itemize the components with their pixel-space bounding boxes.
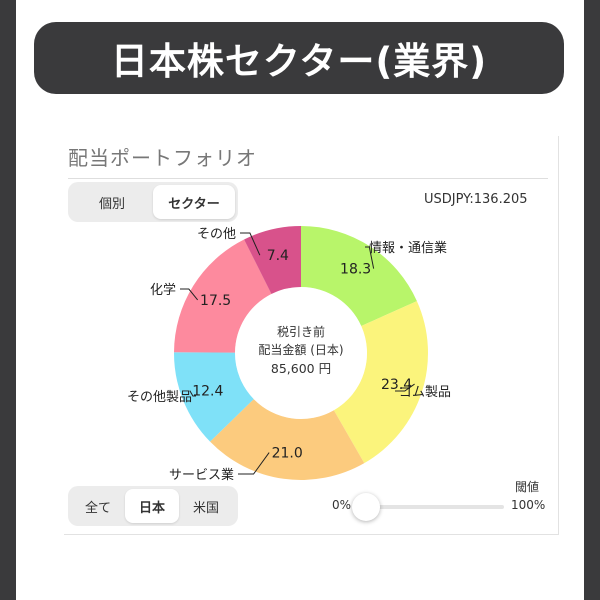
- slice-value-other-products: 12.4: [192, 384, 223, 400]
- leader-line-other: [240, 232, 261, 256]
- slice-other[interactable]: [244, 226, 301, 295]
- threshold-slider[interactable]: [352, 493, 504, 521]
- view-segmented-control: 個別 セクター: [68, 182, 238, 222]
- slice-services[interactable]: [210, 399, 365, 480]
- slice-name-services: サービス業: [169, 467, 234, 483]
- slice-value-other: 7.4: [267, 248, 289, 264]
- slice-value-services: 21.0: [272, 446, 303, 462]
- leader-line-other-products: [189, 390, 196, 397]
- threshold-min-label: 0%: [332, 498, 352, 512]
- tab-individual[interactable]: 個別: [98, 196, 125, 212]
- fx-rate: USDJPY:136.205: [424, 192, 528, 207]
- slice-name-info-comm: 情報・通信業: [369, 240, 447, 256]
- center-text-line-2: 配当金額 (日本): [258, 342, 343, 357]
- tab-japan[interactable]: 日本: [125, 489, 179, 523]
- slice-value-info-comm: 18.3: [340, 262, 371, 278]
- slice-name-chemical: 化学: [150, 282, 176, 298]
- dividend-portfolio-card: 配当ポートフォリオ 個別 セクター USDJPY:136.205 18.3 23.…: [64, 136, 559, 535]
- slice-rubber[interactable]: [333, 301, 428, 464]
- leader-line-services: [238, 452, 270, 475]
- slice-name-rubber: ゴム製品: [399, 384, 451, 400]
- threshold-max-label: 100%: [511, 498, 546, 512]
- card-title: 配当ポートフォリオ: [68, 146, 257, 170]
- slice-other-products[interactable]: [174, 352, 254, 442]
- center-total-amount: 85,600 円: [271, 361, 331, 376]
- donut-hole: [241, 293, 361, 413]
- leader-line-rubber: [395, 383, 415, 392]
- region-segmented-control: 全て 日本 米国: [68, 486, 238, 526]
- leader-line-info-comm: [365, 246, 375, 269]
- threshold-slider-thumb[interactable]: [352, 493, 380, 521]
- tab-sector[interactable]: セクター: [153, 185, 235, 219]
- threshold-label: 閾値: [515, 480, 540, 494]
- title-divider: [68, 178, 548, 179]
- slice-name-other-products: その他製品: [127, 390, 192, 405]
- center-text-line-1: 税引き前: [277, 324, 325, 339]
- tab-us[interactable]: 米国: [192, 500, 219, 516]
- slice-value-rubber: 23.4: [381, 377, 412, 393]
- banner-title: 日本株セクター(業界): [34, 22, 564, 94]
- leader-line-chemical: [180, 288, 199, 301]
- slice-chemical[interactable]: [174, 239, 272, 353]
- slice-value-chemical: 17.5: [200, 293, 231, 309]
- slice-info-comm[interactable]: [301, 226, 417, 327]
- tab-all[interactable]: 全て: [84, 500, 111, 516]
- slice-name-other: その他: [197, 227, 236, 242]
